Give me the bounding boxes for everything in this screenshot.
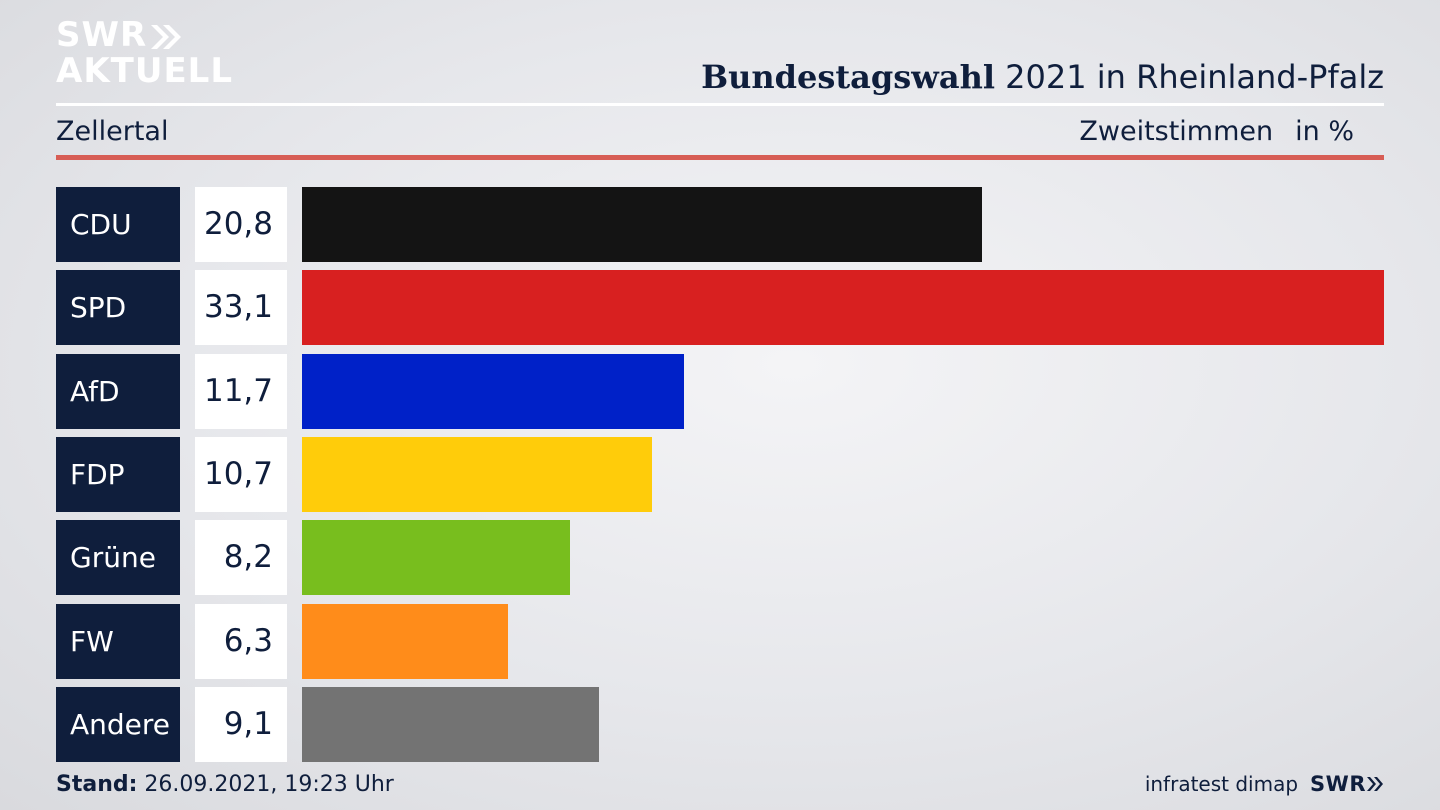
bar [302,437,652,512]
bar-row: Grüne 8,2 [56,520,1384,595]
bar-row: FW 6,3 [56,604,1384,679]
bar-row: AfD 11,7 [56,354,1384,429]
swr-brand: SWR [1310,772,1384,796]
value-label: 33,1 [195,270,287,345]
accent-divider [56,155,1384,160]
value-label: 8,2 [195,520,287,595]
bar-row: SPD 33,1 [56,270,1384,345]
party-label: Grüne [56,520,180,595]
party-label: FDP [56,437,180,512]
bar-row: CDU 20,8 [56,187,1384,262]
bar-row: FDP 10,7 [56,437,1384,512]
bar [302,270,1384,345]
swr-aktuell-logo: SWR AKTUELL [56,18,233,88]
region-label: Zellertal [56,116,169,147]
chart-title: Bundestagswahl 2021 in Rheinland-Pfalz [701,58,1384,96]
value-label: 11,7 [195,354,287,429]
double-chevron-icon [1367,777,1383,791]
timestamp: Stand: 26.09.2021, 19:23 Uhr [56,772,394,797]
bar [302,354,684,429]
party-label: CDU [56,187,180,262]
bar [302,604,508,679]
measure-name: Zweitstimmen [1079,116,1274,147]
party-label: AfD [56,354,180,429]
bar [302,187,982,262]
value-label: 10,7 [195,437,287,512]
source-credit: infratest dimap SWR [1145,772,1384,796]
party-label: FW [56,604,180,679]
bar [302,520,570,595]
bar-row: Andere 9,1 [56,687,1384,762]
value-label: 9,1 [195,687,287,762]
measure-label: Zweitstimmen in % [1079,116,1354,147]
unit-label: in % [1295,116,1354,147]
party-label: Andere [56,687,180,762]
logo-line-aktuell: AKTUELL [56,51,234,91]
bar [302,687,599,762]
double-chevron-icon [151,24,182,49]
value-label: 20,8 [195,187,287,262]
party-label: SPD [56,270,180,345]
source-label: infratest dimap [1144,772,1299,796]
header-divider [56,103,1384,106]
logo-line-swr: SWR [56,18,233,52]
value-label: 6,3 [195,604,287,679]
